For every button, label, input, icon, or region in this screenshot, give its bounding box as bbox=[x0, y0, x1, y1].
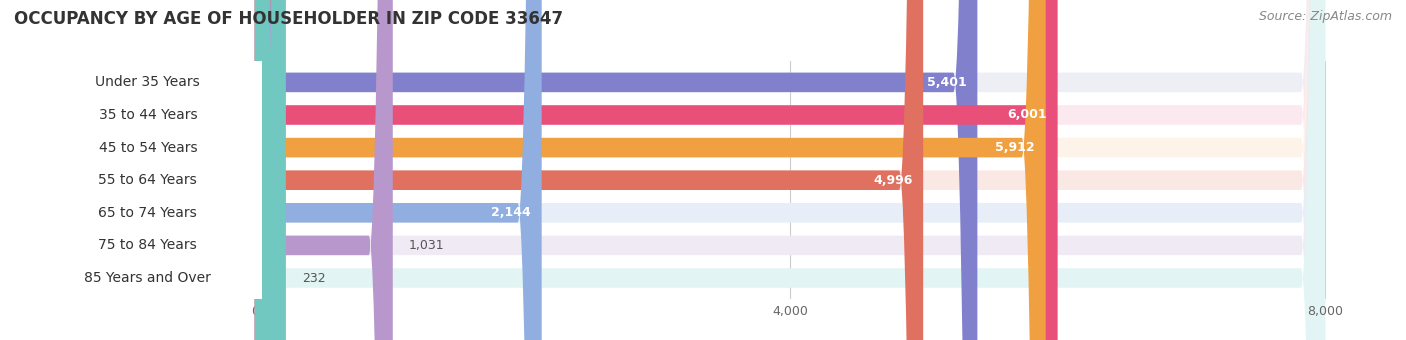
FancyBboxPatch shape bbox=[254, 0, 1324, 340]
Text: 2,144: 2,144 bbox=[491, 206, 531, 219]
FancyBboxPatch shape bbox=[34, 0, 262, 340]
FancyBboxPatch shape bbox=[254, 0, 1324, 340]
Text: 1,031: 1,031 bbox=[409, 239, 444, 252]
FancyBboxPatch shape bbox=[254, 0, 541, 340]
FancyBboxPatch shape bbox=[34, 0, 262, 340]
Text: 6,001: 6,001 bbox=[1007, 108, 1047, 121]
FancyBboxPatch shape bbox=[254, 0, 1046, 340]
Text: 5,912: 5,912 bbox=[995, 141, 1035, 154]
Text: Under 35 Years: Under 35 Years bbox=[96, 75, 200, 89]
FancyBboxPatch shape bbox=[254, 0, 392, 340]
FancyBboxPatch shape bbox=[34, 0, 262, 340]
Text: 65 to 74 Years: 65 to 74 Years bbox=[98, 206, 197, 220]
Text: OCCUPANCY BY AGE OF HOUSEHOLDER IN ZIP CODE 33647: OCCUPANCY BY AGE OF HOUSEHOLDER IN ZIP C… bbox=[14, 10, 564, 28]
FancyBboxPatch shape bbox=[254, 0, 1324, 340]
FancyBboxPatch shape bbox=[254, 0, 1324, 340]
Text: 75 to 84 Years: 75 to 84 Years bbox=[98, 238, 197, 252]
FancyBboxPatch shape bbox=[254, 0, 1324, 340]
FancyBboxPatch shape bbox=[254, 0, 977, 340]
Text: Source: ZipAtlas.com: Source: ZipAtlas.com bbox=[1258, 10, 1392, 23]
FancyBboxPatch shape bbox=[254, 0, 285, 340]
FancyBboxPatch shape bbox=[34, 0, 262, 340]
Text: 5,401: 5,401 bbox=[927, 76, 967, 89]
Text: 232: 232 bbox=[302, 272, 326, 285]
Text: 45 to 54 Years: 45 to 54 Years bbox=[98, 141, 197, 155]
FancyBboxPatch shape bbox=[254, 0, 924, 340]
Text: 85 Years and Over: 85 Years and Over bbox=[84, 271, 211, 285]
FancyBboxPatch shape bbox=[34, 0, 262, 340]
FancyBboxPatch shape bbox=[34, 0, 262, 340]
Text: 4,996: 4,996 bbox=[873, 174, 912, 187]
Text: 35 to 44 Years: 35 to 44 Years bbox=[98, 108, 197, 122]
FancyBboxPatch shape bbox=[254, 0, 1057, 340]
FancyBboxPatch shape bbox=[254, 0, 1324, 340]
Text: 55 to 64 Years: 55 to 64 Years bbox=[98, 173, 197, 187]
FancyBboxPatch shape bbox=[34, 0, 262, 340]
FancyBboxPatch shape bbox=[254, 0, 1324, 340]
